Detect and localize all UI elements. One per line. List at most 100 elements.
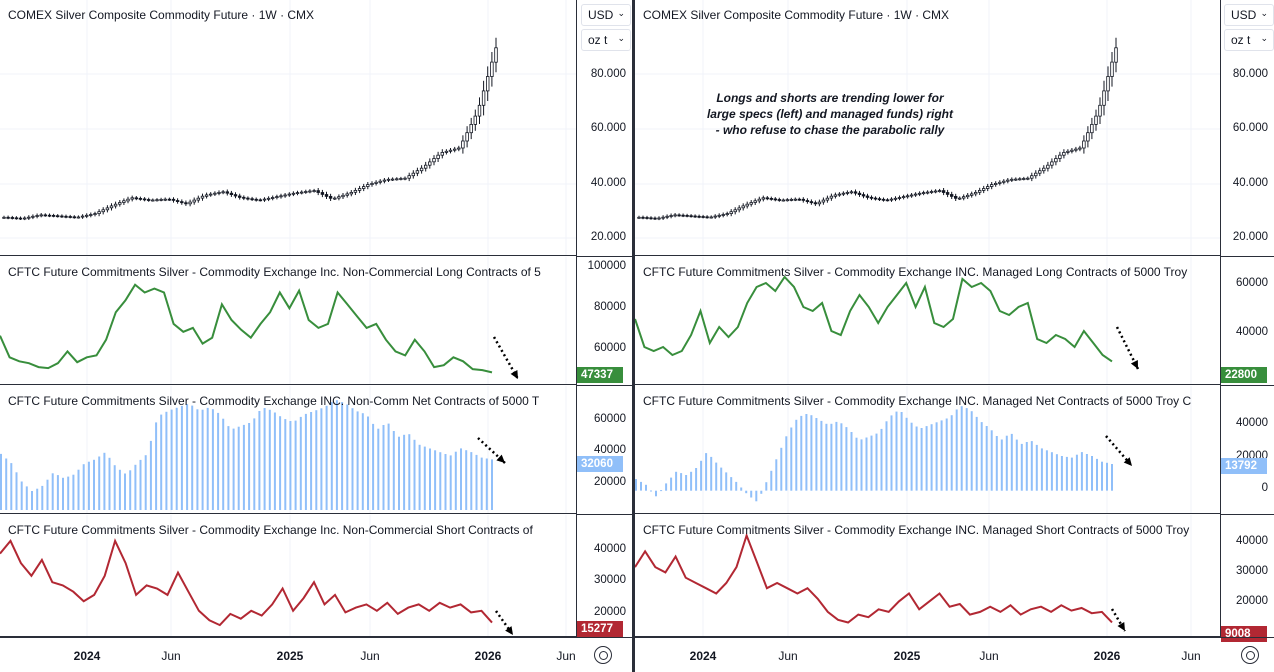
price-scale[interactable]: USD ⌄ oz t ⌄ 80.000 60.000 40.000 20.000 1… <box>576 0 633 637</box>
currency-select[interactable]: USD ⌄ <box>581 4 631 26</box>
candle-body <box>841 192 846 195</box>
bar <box>1045 450 1048 491</box>
price-pane[interactable]: COMEX Silver Composite Commodity Future … <box>635 0 1220 256</box>
candle-body <box>717 214 721 217</box>
candle-body <box>781 199 785 202</box>
candle-body <box>1090 124 1094 134</box>
candle-body <box>68 216 72 218</box>
bar <box>227 426 230 510</box>
trend-arrowhead <box>1130 360 1138 369</box>
left-chart-layout: COMEX Silver Composite Commodity Future … <box>0 0 633 672</box>
y-tick: 60.000 <box>1232 122 1268 134</box>
bar <box>910 422 913 491</box>
candle-body <box>109 205 114 209</box>
currency-select[interactable]: USD ⌄ <box>1224 4 1274 26</box>
settings-gear-icon[interactable] <box>1241 646 1259 664</box>
right-chart-layout: COMEX Silver Composite Commodity Future … <box>635 0 1274 672</box>
y-tick: 40000 <box>594 543 626 555</box>
bar <box>850 432 853 491</box>
candle-body <box>407 175 411 179</box>
bar <box>785 436 788 491</box>
candle-body <box>845 191 850 194</box>
bar <box>320 408 323 510</box>
bar <box>475 454 478 510</box>
candle-body <box>869 196 874 199</box>
candle-body <box>10 217 14 219</box>
candle-body <box>957 197 962 200</box>
candle-body <box>200 195 205 199</box>
trend-arrowhead <box>510 370 518 379</box>
bar <box>885 421 888 491</box>
bar <box>980 422 983 491</box>
candle-body <box>733 209 737 213</box>
bar <box>930 424 933 491</box>
short-pane[interactable]: CFTC Future Commitments Silver - Commodi… <box>0 515 576 637</box>
bar <box>273 412 276 510</box>
y-tick: 60.000 <box>590 122 626 134</box>
unit-select[interactable]: oz t ⌄ <box>1224 29 1274 51</box>
candle-body <box>825 197 830 201</box>
candle-body <box>981 188 986 191</box>
price-pane[interactable]: COMEX Silver Composite Commodity Future … <box>0 0 576 256</box>
bar <box>700 460 703 491</box>
bar <box>895 411 898 491</box>
bar <box>10 463 13 510</box>
series-line <box>0 283 493 374</box>
candle-body <box>328 195 333 199</box>
bar <box>1050 452 1053 491</box>
bar <box>1020 443 1023 491</box>
candle-body <box>444 150 449 153</box>
time-axis[interactable]: 2024 Jun 2025 Jun 2026 Jun <box>0 637 632 671</box>
y-tick: 40000 <box>1236 417 1268 429</box>
candle-body <box>399 178 403 180</box>
net-pane[interactable]: CFTC Future Commitments Silver - Commodi… <box>635 386 1220 514</box>
trend-arrow <box>1105 435 1133 467</box>
bar <box>710 456 713 491</box>
settings-gear-icon[interactable] <box>594 646 612 664</box>
candle-body <box>657 217 661 220</box>
candle-body <box>436 154 440 159</box>
candle-body <box>649 217 653 220</box>
candle-body <box>901 196 906 199</box>
short-pane[interactable]: CFTC Future Commitments Silver - Commodi… <box>635 515 1220 637</box>
candle-body <box>1006 179 1010 182</box>
candle-body <box>837 193 842 196</box>
candle-body <box>1030 175 1034 179</box>
unit-select[interactable]: oz t ⌄ <box>581 29 631 51</box>
net-pane[interactable]: CFTC Future Commitments Silver - Commodi… <box>0 386 576 514</box>
long-chart <box>635 257 1192 384</box>
bar <box>760 490 763 494</box>
panel-divider <box>632 0 635 672</box>
bar <box>790 427 793 491</box>
x-tick: 2024 <box>689 649 717 663</box>
candle-body <box>258 199 262 202</box>
price-scale[interactable]: USD ⌄ oz t ⌄ 80.000 60.000 40.000 20.000 6… <box>1220 0 1274 642</box>
bar <box>382 425 385 510</box>
candle-body <box>917 192 922 195</box>
candle-body <box>853 191 858 194</box>
long-pane[interactable]: CFTC Future Commitments Silver - Commodi… <box>0 257 576 385</box>
candle-body <box>961 196 966 199</box>
candle-body <box>213 192 217 195</box>
price-title: COMEX Silver Composite Commodity Future … <box>643 8 950 22</box>
candle-body <box>965 194 970 198</box>
candle-body <box>382 179 387 182</box>
candle-body <box>89 214 93 216</box>
bar <box>1101 461 1103 491</box>
candle-body <box>39 214 43 217</box>
candle-body <box>208 193 213 196</box>
candle-body <box>291 192 296 195</box>
bar <box>51 473 54 510</box>
bar <box>175 407 178 510</box>
bar <box>15 472 18 510</box>
candle-body <box>316 190 320 193</box>
candle-body <box>873 197 878 200</box>
candle-body <box>254 198 258 201</box>
candle-body <box>188 201 192 205</box>
candle-body <box>857 192 862 195</box>
chevron-down-icon: ⌄ <box>617 8 625 18</box>
time-axis[interactable]: 2024 Jun 2025 Jun 2026 Jun <box>635 637 1274 671</box>
bar <box>67 476 70 510</box>
long-pane[interactable]: CFTC Future Commitments Silver - Commodi… <box>635 257 1220 385</box>
candle-body <box>180 201 184 204</box>
